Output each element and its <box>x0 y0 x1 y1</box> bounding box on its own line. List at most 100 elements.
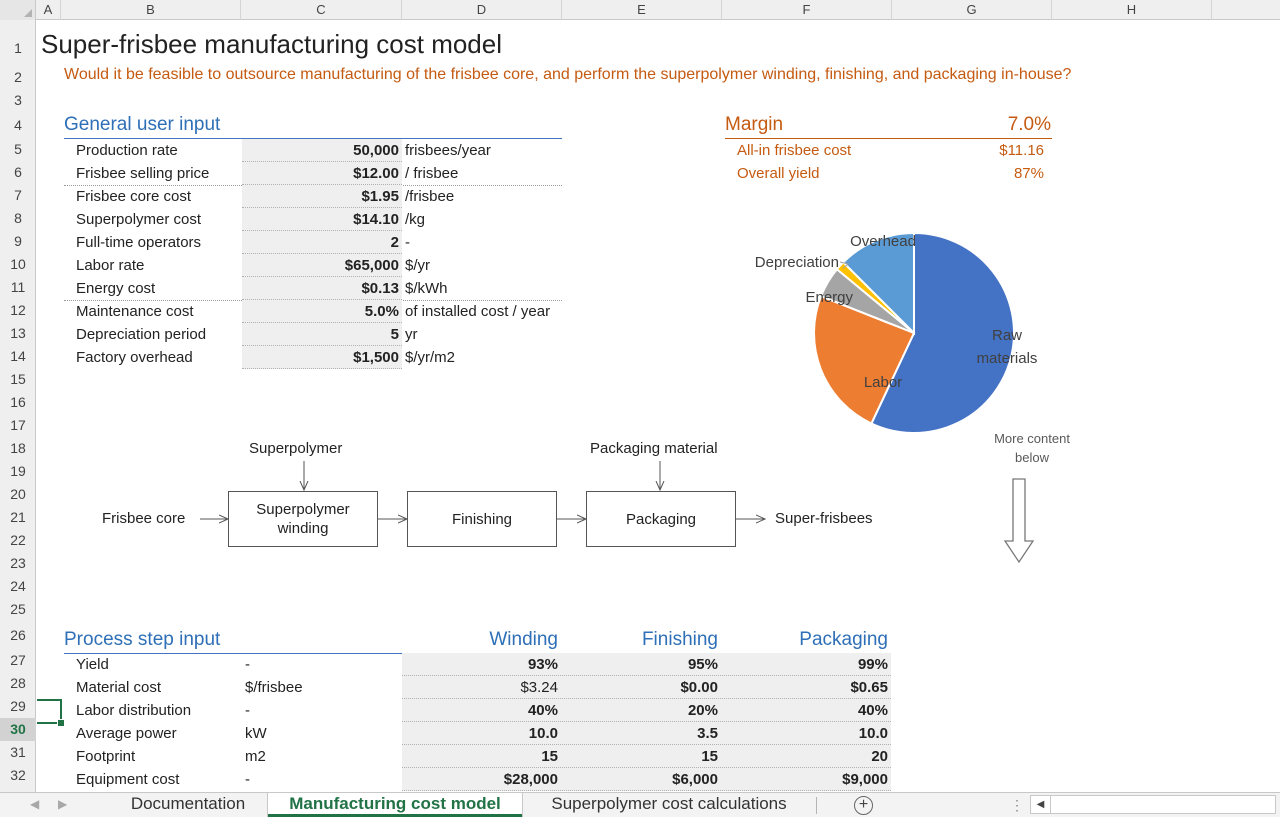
process-input-value[interactable]: 20 <box>871 748 888 765</box>
row-header-3[interactable]: 3 <box>14 92 22 108</box>
general-input-value-cell[interactable] <box>242 231 402 254</box>
row-header-32[interactable]: 32 <box>10 767 26 783</box>
process-input-value[interactable]: 40% <box>527 702 558 719</box>
process-input-value[interactable]: $9,000 <box>842 771 888 788</box>
active-cell-a30[interactable] <box>37 699 65 727</box>
row-header-24[interactable]: 24 <box>10 578 26 594</box>
process-input-value[interactable]: $0.00 <box>680 679 718 696</box>
select-all-corner[interactable] <box>0 0 36 20</box>
sheet-grid[interactable]: Super-frisbee manufacturing cost model W… <box>37 21 1280 792</box>
process-input-value[interactable]: 10.0 <box>528 725 558 742</box>
process-input-value[interactable]: 20% <box>687 702 718 719</box>
pie-slice-overhead[interactable] <box>841 231 915 336</box>
row-header-16[interactable]: 16 <box>10 394 26 410</box>
process-input-value[interactable]: $0.65 <box>850 679 888 696</box>
row-header-22[interactable]: 22 <box>10 532 26 548</box>
horizontal-scrollbar[interactable]: ◀ <box>1030 795 1276 814</box>
row-header-18[interactable]: 18 <box>10 440 26 456</box>
row-header-12[interactable]: 12 <box>10 302 26 318</box>
process-input-value[interactable]: 3.5 <box>697 725 718 742</box>
row-header-4[interactable]: 4 <box>14 117 22 133</box>
process-input-value[interactable]: 40% <box>857 702 888 719</box>
add-sheet-icon[interactable]: + <box>854 796 873 815</box>
process-input-value[interactable]: 10.0 <box>858 725 888 742</box>
all-in-cost-label: All-in frisbee cost <box>737 142 852 159</box>
cost-breakdown-pie-chart[interactable]: Raw materials Labor Energy Depreciation Overh… <box>677 201 1077 441</box>
row-header-5[interactable]: 5 <box>14 141 22 157</box>
row-header-1[interactable]: 1 <box>14 40 22 56</box>
process-input-value[interactable]: 95% <box>687 656 718 673</box>
process-input-value[interactable]: 93% <box>527 656 558 673</box>
row-header-30[interactable]: 30 <box>0 718 36 741</box>
general-input-value[interactable]: $65,000 <box>344 257 399 274</box>
process-input-value-row <box>402 653 891 676</box>
column-header-d[interactable]: D <box>402 0 562 20</box>
flow-step-packaging[interactable]: Packaging <box>586 491 736 547</box>
row-header-31[interactable]: 31 <box>10 744 26 760</box>
general-input-value-cell[interactable] <box>242 323 402 346</box>
general-input-value[interactable]: $1.95 <box>361 188 399 205</box>
flow-step-finishing[interactable]: Finishing <box>407 491 557 547</box>
general-input-value-cell[interactable] <box>242 277 402 300</box>
process-input-value[interactable]: $6,000 <box>672 771 718 788</box>
row-header-20[interactable]: 20 <box>10 486 26 502</box>
general-input-value-cell[interactable] <box>242 346 402 369</box>
column-header-b[interactable]: B <box>61 0 241 20</box>
row-header-25[interactable]: 25 <box>10 601 26 617</box>
general-input-value[interactable]: 2 <box>390 234 399 251</box>
row-header-28[interactable]: 28 <box>10 675 26 691</box>
general-input-value-cell[interactable] <box>242 300 402 323</box>
column-header-c[interactable]: C <box>241 0 402 20</box>
row-header-17[interactable]: 17 <box>10 417 26 433</box>
process-input-value[interactable]: 99% <box>857 656 888 673</box>
general-input-value[interactable]: $12.00 <box>353 165 399 182</box>
row-header-7[interactable]: 7 <box>14 187 22 203</box>
row-header-15[interactable]: 15 <box>10 371 26 387</box>
column-header-a[interactable]: A <box>36 0 61 20</box>
row-header-8[interactable]: 8 <box>14 210 22 226</box>
row-header-27[interactable]: 27 <box>10 652 26 668</box>
pie-slice-raw-materials[interactable] <box>870 231 1015 434</box>
column-header-f[interactable]: F <box>722 0 892 20</box>
process-input-value[interactable]: $28,000 <box>503 771 558 788</box>
row-header-23[interactable]: 23 <box>10 555 26 571</box>
column-header-e[interactable]: E <box>562 0 722 20</box>
column-header-h[interactable]: H <box>1052 0 1212 20</box>
flow-step-winding[interactable]: Superpolymer winding <box>228 491 378 547</box>
general-input-value[interactable]: $14.10 <box>353 211 399 228</box>
process-input-value[interactable]: $3.24 <box>520 679 558 696</box>
scroll-left-icon[interactable]: ◀ <box>1031 796 1051 813</box>
tab-split-handle-icon[interactable]: ⋮ <box>1010 797 1024 813</box>
row-header-21[interactable]: 21 <box>10 509 26 525</box>
general-input-value[interactable]: 50,000 <box>353 142 399 159</box>
general-input-value-cell[interactable] <box>242 162 402 185</box>
general-input-value[interactable]: $0.13 <box>361 280 399 297</box>
row-header-19[interactable]: 19 <box>10 463 26 479</box>
tab-manufacturing-cost-model[interactable]: Manufacturing cost model <box>268 793 522 817</box>
pie-slice-labor[interactable] <box>813 294 916 425</box>
tab-separator <box>816 797 817 814</box>
row-header-6[interactable]: 6 <box>14 164 22 180</box>
row-header-2[interactable]: 2 <box>14 69 22 85</box>
general-input-value[interactable]: $1,500 <box>353 349 399 366</box>
general-input-value-cell[interactable] <box>242 139 402 162</box>
general-input-value[interactable]: 5 <box>390 326 399 343</box>
row-header-14[interactable]: 14 <box>10 348 26 364</box>
tab-scroll-right-icon[interactable]: ▶ <box>58 797 68 811</box>
general-input-value-cell[interactable] <box>242 185 402 208</box>
row-header-11[interactable]: 11 <box>10 279 26 295</box>
row-header-10[interactable]: 10 <box>10 256 26 272</box>
row-header-13[interactable]: 13 <box>10 325 26 341</box>
tab-documentation[interactable]: Documentation <box>130 794 246 813</box>
column-header-g[interactable]: G <box>892 0 1052 20</box>
tab-superpolymer-cost-calculations[interactable]: Superpolymer cost calculations <box>551 794 787 813</box>
process-input-value[interactable]: 15 <box>541 748 558 765</box>
row-header-26[interactable]: 26 <box>10 627 26 643</box>
process-input-value[interactable]: 15 <box>701 748 718 765</box>
row-header-29[interactable]: 29 <box>10 698 26 714</box>
general-input-value[interactable]: 5.0% <box>364 303 399 320</box>
general-input-value-cell[interactable] <box>242 254 402 277</box>
row-header-9[interactable]: 9 <box>14 233 22 249</box>
general-input-value-cell[interactable] <box>242 208 402 231</box>
tab-scroll-left-icon[interactable]: ◀ <box>30 797 40 811</box>
